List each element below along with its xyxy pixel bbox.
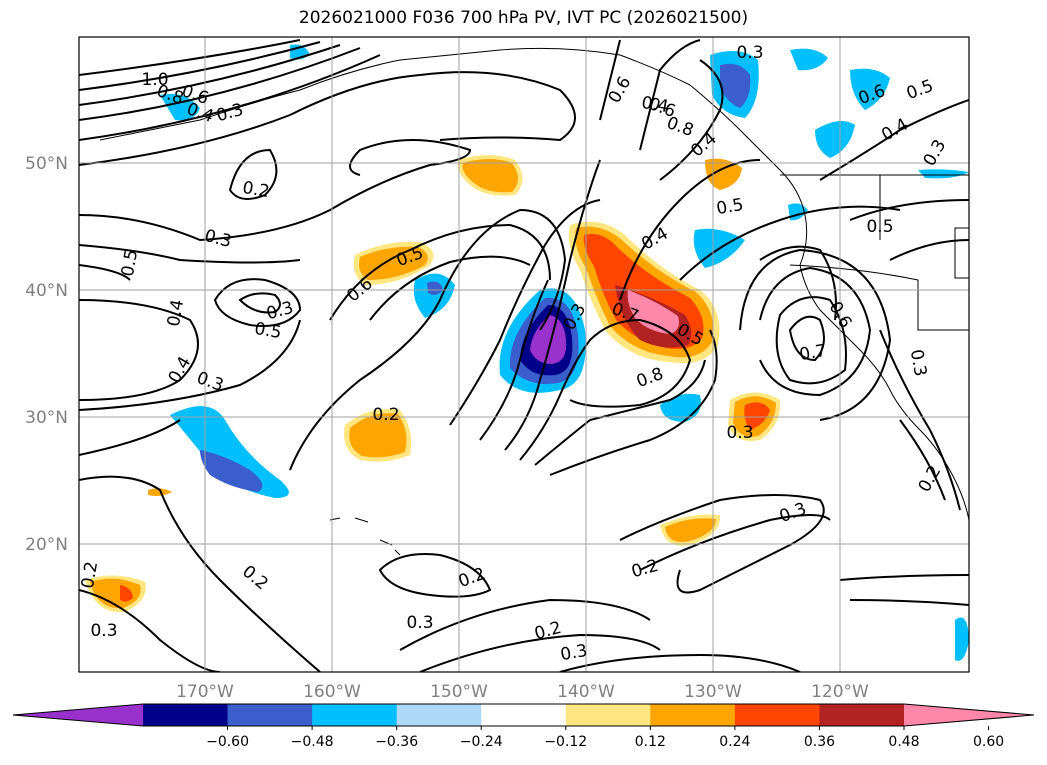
contour-label: 0.5	[118, 248, 142, 278]
contour-label: 0.5	[715, 195, 745, 219]
colorbar-segment	[650, 704, 736, 726]
colorbar-tick-label: −0.60	[206, 734, 249, 750]
contour-label: 0.3	[726, 423, 753, 443]
colorbar-segment	[396, 704, 482, 726]
contour-label: 0.7	[798, 341, 828, 365]
figure-title: 2026021000 F036 700 hPa PV, IVT PC (2026…	[298, 8, 749, 28]
longitude-labels: 170°W 160°W 150°W 140°W 130°W 120°W	[176, 682, 869, 702]
pv-contours	[79, 39, 969, 672]
lon-label: 140°W	[557, 682, 615, 702]
contour-label: 0.4	[640, 93, 670, 117]
lat-label: 50°N	[25, 154, 68, 174]
colorbar-segment	[565, 704, 651, 726]
contour-label: 0.2	[241, 178, 271, 202]
lon-label: 120°W	[811, 682, 869, 702]
contour-label: 0.3	[736, 43, 763, 63]
contour-label: 0.3	[406, 613, 433, 633]
colorbar-tick-label: 0.24	[719, 734, 750, 750]
colorbar-segment	[227, 704, 313, 726]
contour-label: 0.5	[866, 217, 893, 237]
colorbar-tick-label: −0.36	[375, 734, 418, 750]
colorbar-tick-label: 0.60	[973, 734, 1004, 750]
colorbar-tick-label: −0.12	[544, 734, 587, 750]
lon-label: 130°W	[684, 682, 742, 702]
colorbar-segment	[481, 704, 567, 726]
lon-label: 170°W	[176, 682, 234, 702]
contour-label: 0.3	[906, 348, 930, 378]
colorbar-tick-label: 0.36	[804, 734, 835, 750]
colorbar-extend-low	[13, 704, 143, 726]
colorbar-segment	[143, 704, 229, 726]
colorbar-outline	[12, 703, 1035, 727]
map-frame	[78, 36, 970, 673]
latitude-labels: 50°N 40°N 30°N 20°N	[25, 154, 68, 555]
colorbar-tick-label: 0.48	[888, 734, 919, 750]
lat-label: 30°N	[25, 408, 68, 428]
colorbar-segment	[734, 704, 820, 726]
colorbar-tick-label: −0.48	[291, 734, 334, 750]
shaded-anomalies	[85, 44, 969, 661]
contour-label: 0.2	[372, 405, 399, 425]
contour-label: 0.3	[90, 621, 117, 641]
map-layers	[79, 39, 969, 672]
colorbar: −0.60 −0.48 −0.36 −0.24 −0.12 0.12 0.24 0.36 0.4…	[12, 703, 1035, 750]
colorbar-extend-high	[904, 704, 1034, 726]
contour-label: 0.2	[78, 560, 102, 590]
lon-label: 160°W	[303, 682, 361, 702]
coastlines	[99, 47, 969, 556]
lat-label: 40°N	[25, 281, 68, 301]
graticule	[79, 37, 969, 672]
contour-label: 1.0	[141, 70, 168, 90]
negative-anomaly-west	[170, 406, 289, 498]
contour-label: 0.3	[559, 641, 589, 665]
contour-label: 0.5	[253, 319, 283, 343]
colorbar-tick-label: 0.12	[635, 734, 666, 750]
colorbar-segment	[819, 704, 905, 726]
colorbar-segment	[312, 704, 398, 726]
colorbar-tick-label: −0.24	[460, 734, 503, 750]
contour-label: 0.4	[164, 298, 188, 328]
lon-label: 150°W	[430, 682, 488, 702]
lat-label: 20°N	[25, 535, 68, 555]
